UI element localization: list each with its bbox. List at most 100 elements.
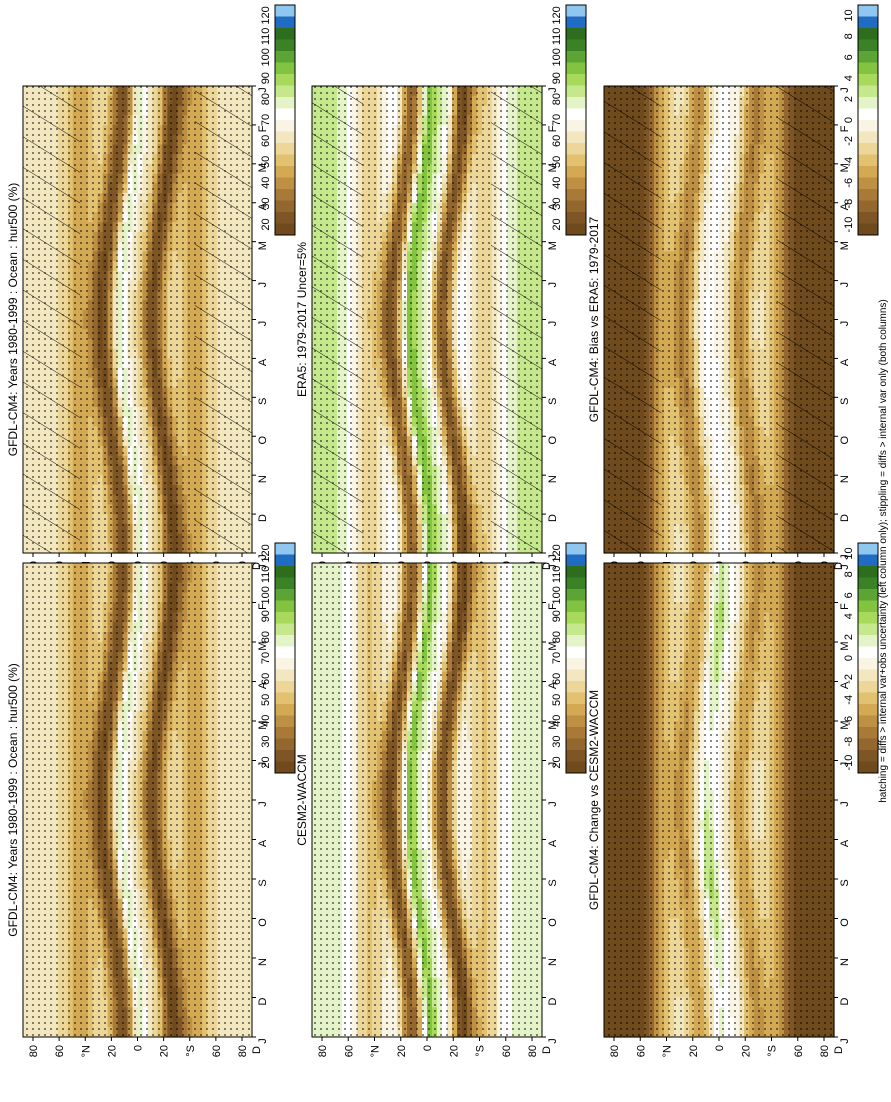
month-tick-label: O [257,436,269,445]
colorbar-swatch [566,16,586,29]
colorbar-label: 120 [551,6,563,24]
colorbar-swatch [566,5,586,17]
colorbar-label: 90 [551,72,563,84]
colorbar-swatch [275,74,295,86]
colorbar-label: 40 [260,177,272,189]
colorbar-swatch [566,166,586,178]
month-tick-label: J [547,87,559,93]
colorbar-swatch [566,212,586,224]
colorbar-label: 100 [260,48,272,66]
colorbar-swatch [566,74,586,86]
month-tick-label: A [547,358,559,366]
month-tick-label: S [257,398,269,405]
axis-corner-label: D [541,562,553,570]
colorbar-swatch [566,177,586,190]
colorbar-swatch [566,223,586,236]
colorbar-swatch [275,16,295,29]
colorbar-swatch [566,143,586,155]
colorbar-label: 70 [551,114,563,126]
month-tick-label: N [257,475,269,483]
colorbar-swatch [275,189,295,201]
colorbar-swatch [275,120,295,132]
colorbar-label: 50 [260,156,272,168]
colorbar-swatch [275,39,295,52]
month-tick-label: M [547,241,559,250]
colorbar-swatch [275,154,295,167]
chart-title: ERA5: 1979-2017 Uncer=5% [295,242,309,397]
colorbar-swatch [275,143,295,155]
month-tick-label: J [547,321,559,327]
colorbar-swatch [275,166,295,178]
colorbar-label: 20 [260,218,272,230]
axis-corner-label: D [251,562,263,570]
colorbar-swatch [275,223,295,236]
month-tick-label: M [257,241,269,250]
month-tick-label: A [257,202,269,210]
month-tick-label: J [547,282,559,288]
colorbar-label: 30 [551,198,563,210]
colorbar-swatch [566,85,586,98]
colorbar-swatch [566,97,586,109]
colorbar-swatch [275,200,295,213]
colorbar-swatch [566,189,586,201]
month-tick-label: D [547,514,559,522]
colorbar-label: 30 [260,198,272,210]
colorbar-label: 60 [260,135,272,147]
colorbar-swatch [275,212,295,224]
month-tick-label: M [257,163,269,172]
colorbar-swatch [566,154,586,167]
month-tick-label: M [547,163,559,172]
colorbar-swatch [566,62,586,75]
colorbar-swatch [275,131,295,144]
colorbar-swatch [566,51,586,63]
colorbar-label: 70 [260,114,272,126]
chart-panel-model: GFDL-CM4: Years 1980-1999 : Ocean : hur5… [6,4,296,573]
colorbar-label: 110 [260,28,272,46]
month-tick-label: O [547,436,559,445]
colorbar-swatch [275,51,295,63]
colorbar-swatch [566,131,586,144]
colorbar-label: 90 [260,72,272,84]
month-tick-label: S [547,398,559,405]
month-tick-label: J [257,554,269,560]
colorbar-label: 40 [551,177,563,189]
colorbar-label: 60 [551,135,563,147]
colorbar-swatch [275,108,295,121]
month-tick-label: J [257,87,269,93]
colorbar-swatch [275,62,295,75]
colorbar-swatch [566,108,586,121]
colorbar-swatch [275,85,295,98]
colorbar-label: 50 [551,156,563,168]
colorbar: 120 110 100 90 80 70 60 50 40 30 20 [551,4,587,236]
stippling [312,86,542,553]
colorbar-swatch [275,5,295,17]
month-tick-label: A [547,202,559,210]
month-tick-label: N [547,475,559,483]
month-tick-label: D [257,514,269,522]
colorbar-frame [565,4,587,236]
month-tick-label: J [257,282,269,288]
chart-panel-obs: ERA5: 1979-2017 Uncer=5%JFMAMJJASONDJ806… [295,4,587,573]
month-tick-label: J [257,321,269,327]
colorbar-swatch [566,120,586,132]
month-tick-label: F [547,125,559,132]
colorbar-swatch [275,97,295,109]
stippling [23,86,252,553]
chart-panel-bias: GFDL-CM4: Bias vs ERA5: 1979-2017JFMAMJJ… [587,4,879,573]
colorbar-swatch [275,28,295,40]
month-tick-label: F [257,125,269,132]
colorbar-label: 80 [260,93,272,105]
colorbar-label: 100 [551,48,563,66]
colorbar-label: 80 [551,93,563,105]
colorbar-swatch [566,28,586,40]
month-tick-label: J [547,554,559,560]
colorbar-label: 20 [551,218,563,230]
colorbar-label: 110 [551,28,563,46]
month-tick-label: A [257,358,269,366]
colorbar-frame [274,4,296,236]
colorbar-swatch [275,177,295,190]
colorbar-swatch [566,39,586,52]
colorbar-swatch [566,200,586,213]
